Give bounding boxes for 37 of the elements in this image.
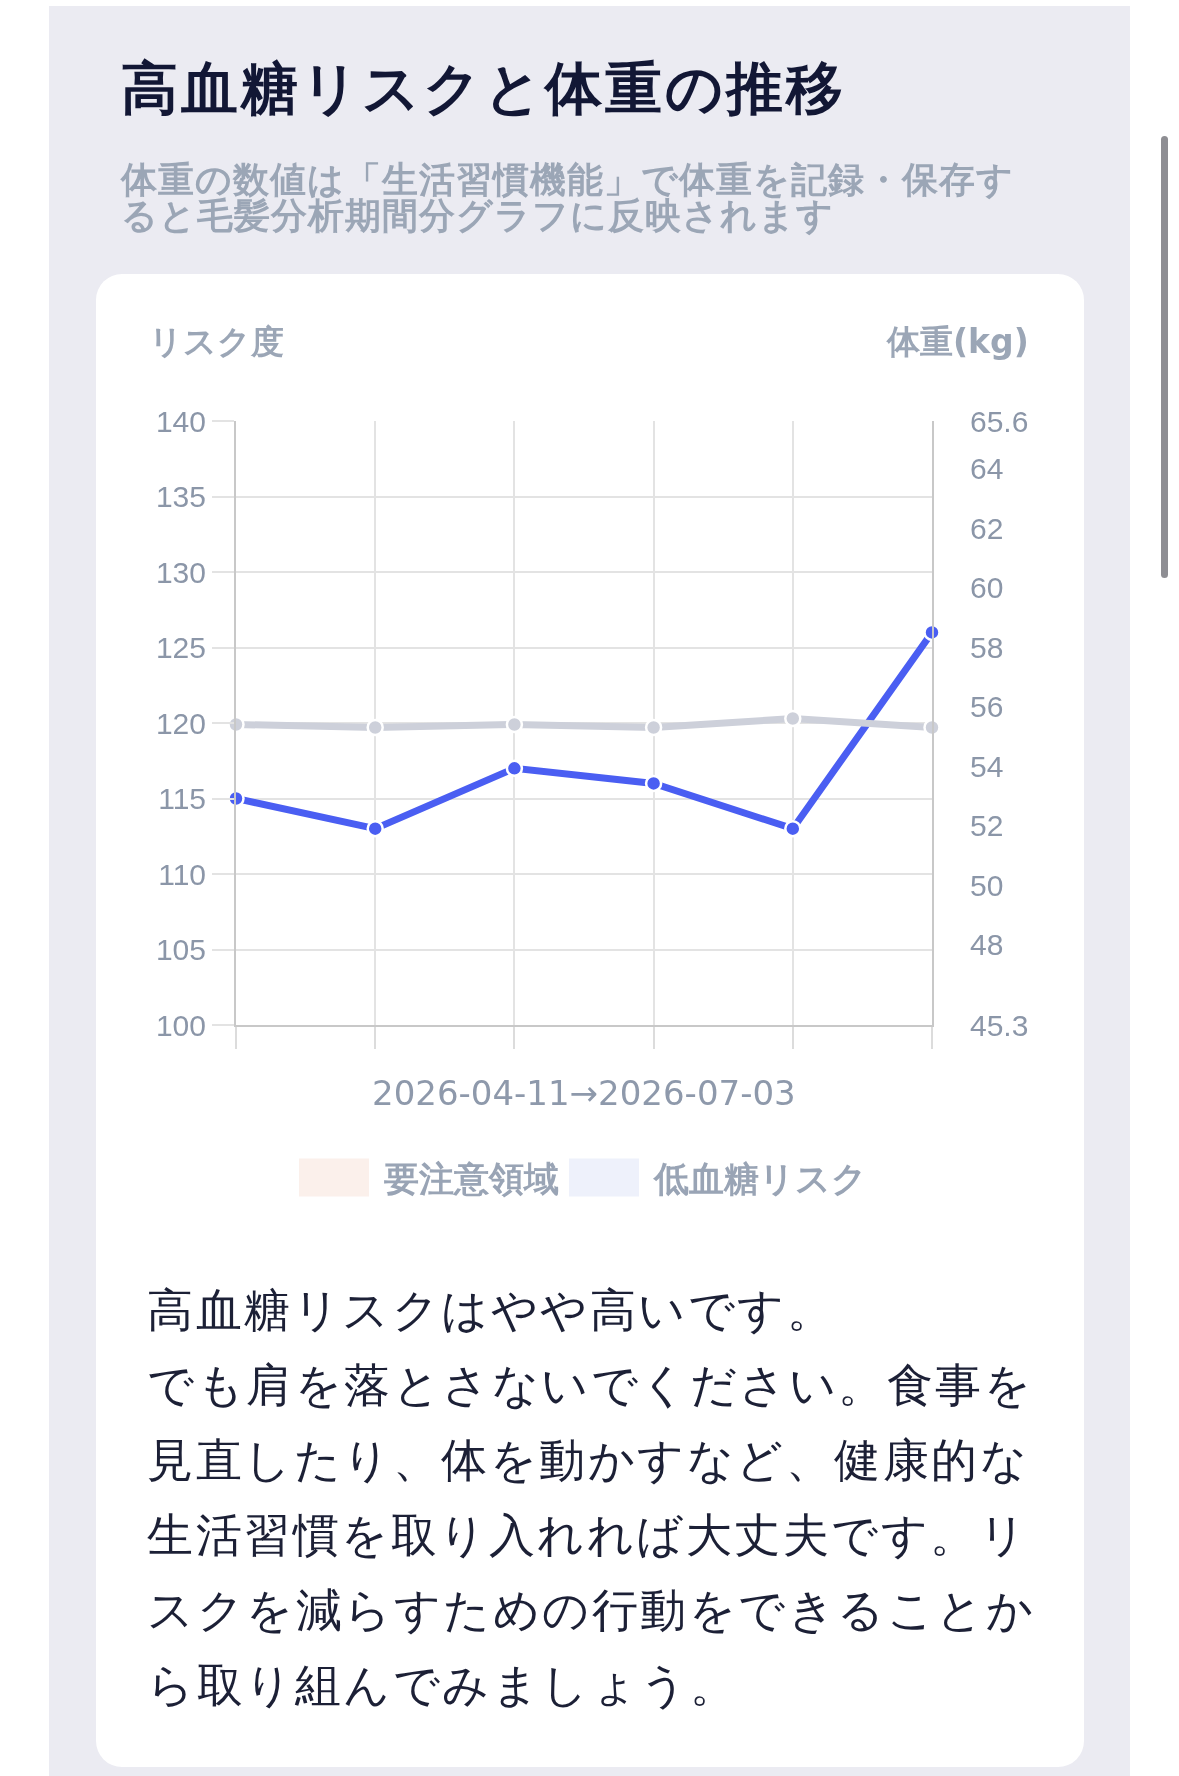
y2-tick-label: 62 xyxy=(970,511,1004,545)
y-tick-label: 140 xyxy=(155,404,206,438)
y-tick-label: 100 xyxy=(155,1008,206,1042)
y-tick-label: 135 xyxy=(155,480,206,513)
chart-subtitle: 体重の数値は「生活習慣機能」で体重を記録・保存すると毛髪分析期間分グラフに反映されます xyxy=(121,159,1015,236)
y2-axis-title: 体重(kg) xyxy=(886,322,1029,361)
y-tick-label: 125 xyxy=(155,631,206,664)
y-tick-label: 120 xyxy=(155,706,206,740)
point xyxy=(366,819,384,838)
point xyxy=(505,759,524,778)
y2-tick-label: 54 xyxy=(970,749,1004,783)
y-axis-title: リスク度 xyxy=(149,322,284,361)
y2-tick-label: 52 xyxy=(970,809,1004,843)
y-tick-label: 105 xyxy=(155,933,206,966)
y2-tick-label: 60 xyxy=(970,571,1004,605)
point xyxy=(505,715,524,734)
point xyxy=(366,718,384,737)
chart-title: 高血糖リスクと体重の推移 xyxy=(121,54,846,123)
point xyxy=(784,709,802,728)
y2-tick-label: 65.6 xyxy=(970,404,1029,438)
text: 高血糖リスクはやや高いです。 xyxy=(147,1282,836,1339)
y2-tick-label: 56 xyxy=(970,690,1004,724)
y2-tick-label: 58 xyxy=(970,630,1004,664)
point xyxy=(644,774,663,793)
y-tick-label: 110 xyxy=(158,857,206,891)
y2-tick-label: 45.3 xyxy=(970,1008,1029,1042)
y2-tick-label: 48 xyxy=(970,928,1004,962)
legend-label: 低血糖リスク xyxy=(652,1159,867,1200)
y-tick-label: 115 xyxy=(158,782,206,815)
y-tick-label: 130 xyxy=(155,555,206,589)
legend-label: 要注意領域 xyxy=(384,1159,559,1200)
point xyxy=(784,819,802,838)
y2-tick-label: 50 xyxy=(970,868,1004,902)
x-axis-title: 2026-04-11→2026-07-03 xyxy=(372,1073,796,1113)
point xyxy=(644,718,663,737)
text: でも肩を落とさないでください。食事を見直したり、体を動かすなど、健康的な生活習慣を取り入れれば大丈夫です。リスクを減らすための行動をできることから取り組んでみましょう。 xyxy=(147,1357,1036,1714)
y2-tick-label: 64 xyxy=(970,452,1004,486)
